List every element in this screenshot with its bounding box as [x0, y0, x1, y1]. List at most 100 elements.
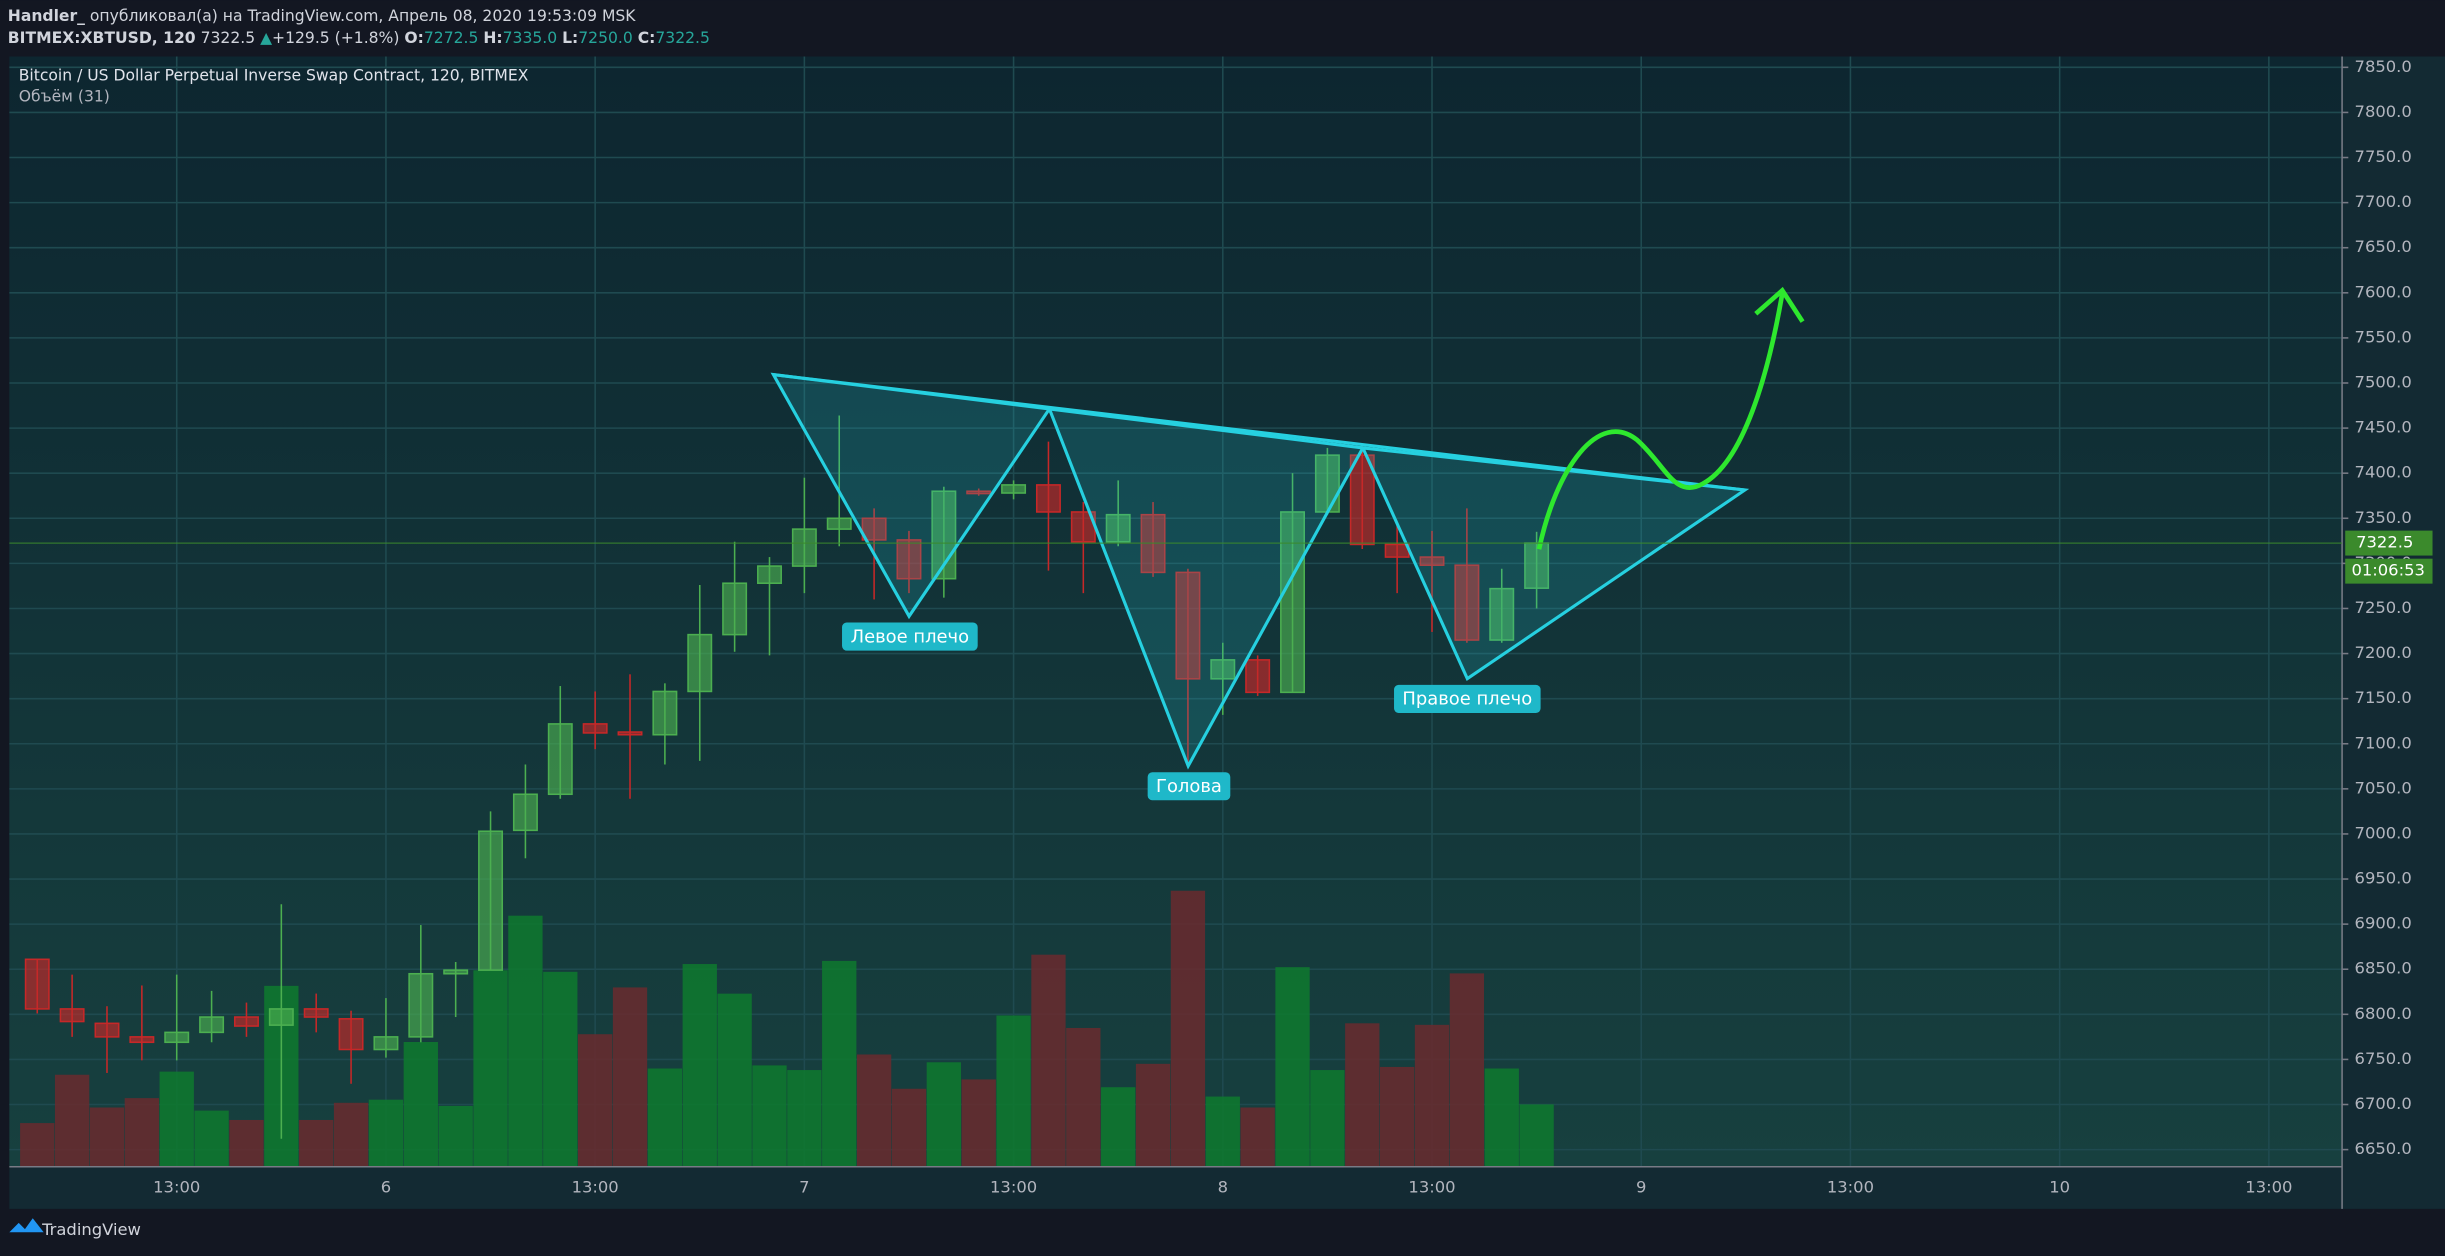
y-tick-label: 7050.0: [2355, 778, 2412, 797]
volume-bar: [926, 1062, 961, 1167]
y-tick-label: 7150.0: [2355, 688, 2412, 707]
y-tick-label: 6850.0: [2355, 959, 2412, 978]
volume-bar: [1031, 954, 1066, 1167]
x-tick-label: 13:00: [1827, 1177, 1874, 1196]
candle-body: [861, 517, 887, 541]
forecast-arrow: [1536, 293, 1785, 550]
x-tick-label: 13:00: [1408, 1177, 1455, 1196]
volume-bar: [1519, 1104, 1554, 1167]
quote-line: BITMEX:XBTUSD, 120 7322.5 ▲+129.5 (+1.8%…: [8, 28, 710, 46]
volume-bar: [159, 1071, 194, 1167]
candle-body: [791, 528, 817, 567]
candle-body: [1035, 484, 1061, 513]
y-tick-label: 7450.0: [2355, 418, 2412, 437]
annotation: Левое плечо: [851, 626, 970, 647]
y-tick-label: 7200.0: [2355, 643, 2412, 662]
footer-brand[interactable]: TradingView: [41, 1220, 141, 1239]
candle-body: [59, 1008, 85, 1023]
pattern: Левое плечо Голова Правое плечо: [770, 286, 1805, 801]
candle-body: [757, 565, 782, 584]
annotation-box: [842, 622, 978, 651]
volume-bar: [1101, 1087, 1136, 1167]
ohlc-key: H:: [483, 28, 502, 46]
candle-body: [199, 1016, 225, 1034]
candle-body: [826, 517, 852, 530]
candle-body: [896, 539, 922, 580]
volume-bar: [1066, 1027, 1101, 1167]
candle-body: [966, 490, 992, 495]
y-tick-label: 6650.0: [2355, 1139, 2412, 1158]
volume-bar: [20, 1123, 55, 1167]
last-price-box: [2345, 530, 2433, 556]
ohlc-value: 7272.5: [424, 28, 479, 46]
x-tick-label: 7: [799, 1177, 809, 1196]
annotation: Голова: [1156, 776, 1222, 797]
volume-bar: [578, 1034, 613, 1167]
ohlc-value: 7250.0: [578, 28, 633, 46]
volume-bar: [333, 1102, 369, 1167]
last-price-label: 7322.5: [2356, 533, 2413, 552]
volume-bar: [299, 1119, 334, 1167]
y-tick-label: 6800.0: [2355, 1004, 2412, 1023]
volume-bar: [368, 1099, 404, 1167]
y-tick-label: 7400.0: [2355, 463, 2412, 482]
candle-body: [478, 830, 504, 971]
countdown-box: [2345, 558, 2433, 584]
price: 7322.5: [201, 28, 256, 46]
volume-bar: [787, 1070, 822, 1167]
volume-layer: [20, 890, 1554, 1167]
volume-bar: [124, 1098, 160, 1167]
candle-body: [1419, 556, 1445, 566]
x-tick-label: 8: [1218, 1177, 1228, 1196]
volume-bar: [1275, 967, 1310, 1167]
change-arrow: ▲: [260, 28, 272, 46]
candle-body: [233, 1016, 259, 1027]
ohlc-value: 7335.0: [503, 28, 558, 46]
y-tick-label: 7800.0: [2355, 102, 2412, 121]
author: Handler_: [8, 6, 85, 24]
x-tick-label: 13:00: [153, 1177, 200, 1196]
price-axis: [2342, 56, 2445, 1209]
candle-body: [129, 1036, 155, 1044]
publish-line: Handler_ опубликовал(а) на TradingView.c…: [8, 6, 636, 24]
volume-bar: [961, 1079, 996, 1167]
ohlc-value: 7322.5: [655, 28, 710, 46]
chart-title: Bitcoin / US Dollar Perpetual Inverse Sw…: [19, 67, 529, 85]
candle-body: [303, 1008, 329, 1018]
candle-body: [24, 958, 50, 1010]
volume-bar: [682, 964, 717, 1167]
y-tick-label: 7350.0: [2355, 508, 2412, 527]
volume-bar: [856, 1054, 892, 1167]
y-tick-label: 7550.0: [2355, 327, 2412, 346]
head-shape: [1047, 407, 1366, 770]
y-tick-label: 7700.0: [2355, 192, 2412, 211]
volume-bar: [1379, 1066, 1415, 1167]
y-tick-label: 6750.0: [2355, 1049, 2412, 1068]
candle-body: [1001, 484, 1027, 494]
candle-body: [1384, 543, 1410, 558]
countdown-label: 01:06:53: [2351, 561, 2424, 580]
y-tick-label: 6700.0: [2355, 1094, 2412, 1113]
volume-bar: [647, 1068, 683, 1167]
volume-bar: [1345, 1023, 1380, 1167]
ohlc-key: C:: [638, 28, 656, 46]
right-shoulder-shape: [1360, 446, 1750, 682]
candle-body: [1280, 511, 1306, 694]
volume-bar: [473, 970, 508, 1167]
x-tick-label: 10: [2049, 1177, 2070, 1196]
candle-body: [443, 969, 469, 975]
ohlc-key: O:: [404, 28, 423, 46]
candle-body: [94, 1022, 120, 1038]
y-tick-label: 6950.0: [2355, 869, 2412, 888]
volume-bar: [1205, 1096, 1240, 1167]
x-tick-label: 9: [1636, 1177, 1646, 1196]
chart-subtitle: Объём (31): [19, 88, 110, 106]
volume-bar: [229, 1119, 264, 1167]
candle-body: [652, 690, 678, 736]
volume-bar: [543, 971, 578, 1167]
annotation-box: [1394, 684, 1541, 713]
candle-body: [617, 731, 643, 736]
volume-bar: [1449, 973, 1485, 1167]
